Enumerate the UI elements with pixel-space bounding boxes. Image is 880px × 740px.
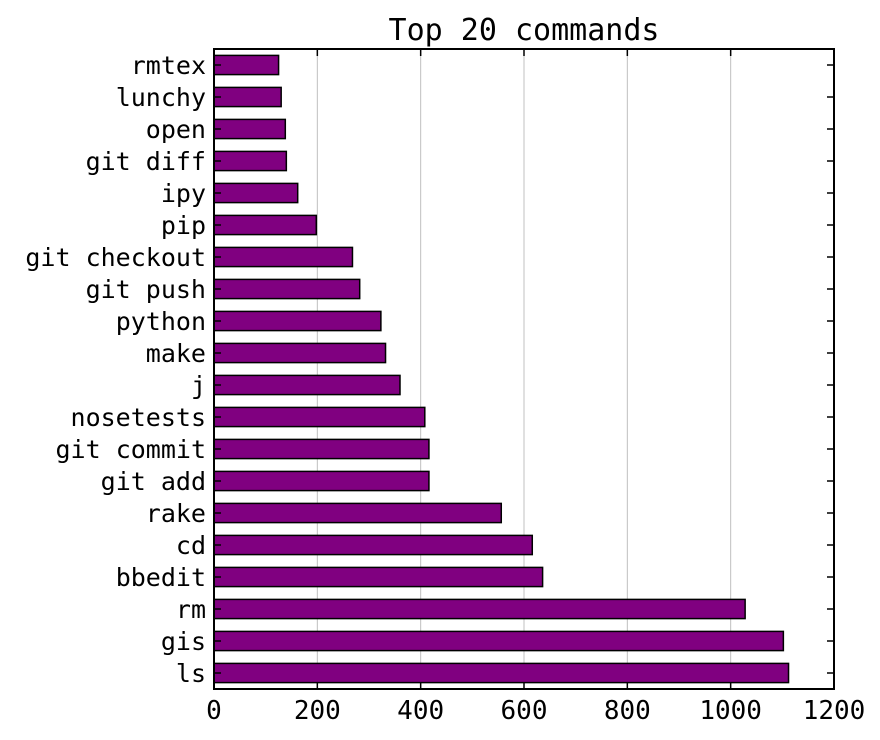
y-tick-label: git push — [86, 275, 206, 304]
x-tick-label: 0 — [206, 696, 222, 726]
y-tick-label: open — [146, 115, 206, 144]
bar-lunchy — [213, 86, 282, 108]
y-tick-label: python — [116, 307, 206, 336]
y-tick-label: git diff — [86, 147, 206, 176]
bar-git-checkout — [213, 246, 354, 268]
chart-title: Top 20 commands — [389, 13, 660, 48]
y-tick-label: j — [191, 371, 206, 400]
bar-pip — [213, 214, 318, 236]
bars-layer — [213, 54, 790, 684]
bar-git-push — [213, 278, 361, 300]
y-tick-label: rmtex — [131, 51, 206, 80]
x-tick-label: 400 — [397, 696, 444, 726]
plot-frame — [213, 48, 835, 690]
x-tick-label: 1200 — [803, 696, 866, 726]
bar-python — [213, 310, 382, 332]
labels-layer: 0 200 400 600 800 1000 1200 rmtex lunchy open git … — [25, 51, 865, 726]
x-tick-label: 800 — [604, 696, 651, 726]
bar-rake — [213, 502, 503, 524]
bar-ls — [213, 662, 790, 684]
bar-gis — [213, 630, 785, 652]
bar-rm — [213, 598, 746, 620]
bar-ipy — [213, 182, 299, 204]
x-tick-label: 600 — [501, 696, 548, 726]
y-tick-label: rake — [146, 499, 206, 528]
bar-nosetests — [213, 406, 426, 428]
y-tick-label: nosetests — [71, 403, 206, 432]
y-tick-label: git add — [101, 467, 206, 496]
bar-git-commit — [213, 438, 430, 460]
x-tick-label: 1000 — [699, 696, 762, 726]
y-tick-label: cd — [176, 531, 206, 560]
bar-bbedit — [213, 566, 544, 588]
y-tick-label: make — [146, 339, 206, 368]
y-tick-label: ipy — [161, 179, 206, 208]
y-tick-label: rm — [176, 595, 206, 624]
grid-layer — [316, 49, 732, 689]
y-tick-label: bbedit — [116, 563, 206, 592]
y-tick-label: gis — [161, 627, 206, 656]
y-tick-label: lunchy — [116, 83, 206, 112]
bar-git-add — [213, 470, 430, 492]
bar-j — [213, 374, 401, 396]
bar-rmtex — [213, 54, 280, 76]
bar-cd — [213, 534, 534, 556]
y-tick-label: git commit — [55, 435, 206, 464]
y-tick-label: ls — [176, 659, 206, 688]
bar-make — [213, 342, 387, 364]
bar-git-diff — [213, 150, 288, 172]
y-tick-label: git checkout — [25, 243, 206, 272]
x-tick-label: 200 — [294, 696, 341, 726]
bar-open — [213, 118, 287, 140]
y-tick-label: pip — [161, 211, 206, 240]
